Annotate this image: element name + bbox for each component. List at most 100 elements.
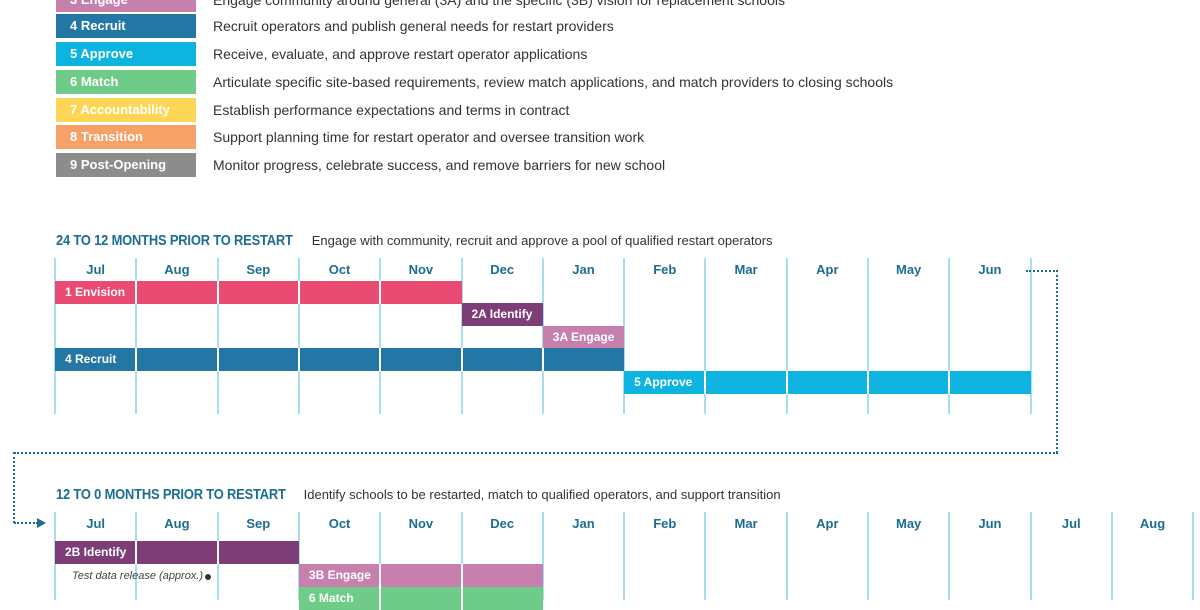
bar-4-recruit (55, 348, 625, 371)
grid-line (297, 512, 300, 600)
legend-description: Establish performance expectations and t… (213, 102, 570, 118)
bar-divider (379, 281, 382, 304)
grid-line (623, 512, 626, 600)
section-1-title: 24 TO 12 MONTHS PRIOR TO RESTART (56, 232, 293, 249)
grid-line (379, 512, 382, 600)
month-label: May (895, 262, 922, 277)
grid-line (948, 258, 951, 414)
legend-description: Support planning time for restart operat… (213, 129, 645, 145)
grid-line (460, 258, 463, 414)
bar-divider (379, 348, 382, 371)
grid-line (785, 258, 788, 414)
section-2-header: 12 TO 0 MONTHS PRIOR TO RESTART Identify… (56, 486, 781, 504)
month-label: Oct (328, 516, 351, 531)
legend-row-recruit: 4 Recruit Recruit operators and publish … (56, 14, 1156, 38)
month-label: May (895, 516, 922, 531)
bar-1-envision (55, 281, 462, 304)
month-label: Oct (328, 262, 351, 277)
month-label: Apr (816, 262, 839, 277)
marker-dot (205, 574, 211, 580)
bar-5-approve (624, 371, 1031, 394)
grid-line (541, 512, 544, 600)
grid-line (297, 258, 300, 414)
bar-label: 5 Approve (634, 375, 693, 389)
bar-3a-engage (542, 326, 625, 349)
legend-badge: 6 Match (56, 70, 196, 94)
legend-row-transition: 8 Transition Support planning time for r… (56, 125, 1156, 149)
legend-badge: 8 Transition (56, 125, 196, 149)
legend-row-engage: 3 Engage Engage community around general… (56, 0, 1156, 12)
legend-badge: 4 Recruit (56, 14, 196, 38)
grid-line (867, 258, 869, 414)
month-label: Jun (978, 262, 1002, 277)
month-label: Apr (816, 516, 839, 531)
bar-label: 2B Identify (65, 545, 127, 559)
bar-divider (948, 371, 951, 394)
grid-line (1110, 512, 1113, 600)
month-label: Jul (86, 516, 106, 531)
month-label: Feb (653, 516, 677, 531)
legend-row-post-opening: 9 Post-Opening Monitor progress, celebra… (56, 153, 1156, 177)
grid-line (948, 512, 951, 600)
month-label: Jan (572, 516, 595, 531)
grid-line (1029, 258, 1032, 414)
legend-badge: 3 Engage (56, 0, 196, 12)
bar-label: 1 Envision (65, 285, 126, 299)
legend-description: Articulate specific site-based requireme… (213, 74, 894, 90)
grid-line (1192, 512, 1195, 600)
grid-line (704, 512, 707, 600)
legend-badge: 9 Post-Opening (56, 153, 196, 177)
section-1-subtitle: Engage with community, recruit and appro… (311, 233, 773, 248)
month-label: Dec (490, 262, 515, 277)
connector-middle (14, 452, 1058, 454)
bar-2a-identify (461, 303, 543, 326)
bar-divider (297, 348, 300, 371)
bar-3b-engage (298, 564, 543, 587)
legend-row-match: 6 Match Articulate specific site-based r… (56, 70, 1156, 94)
bar-divider (216, 541, 219, 564)
connector-bottom (14, 522, 38, 524)
legend-row-accountability: 7 Accountability Establish performance e… (56, 98, 1156, 122)
month-label: Dec (490, 516, 515, 531)
legend-description: Receive, evaluate, and approve restart o… (213, 46, 588, 62)
bar-label: 2A Identify (471, 307, 533, 321)
month-label: Nov (408, 516, 434, 531)
bar-divider (867, 371, 869, 394)
connector-right (1056, 270, 1058, 453)
bar-divider (135, 281, 138, 304)
month-label: Jan (572, 262, 595, 277)
bar-divider (785, 371, 788, 394)
bar-divider (135, 541, 138, 564)
month-label: Aug (164, 262, 190, 277)
legend-row-approve: 5 Approve Receive, evaluate, and approve… (56, 42, 1156, 66)
bar-divider (541, 348, 544, 371)
bar-label: 4 Recruit (65, 352, 117, 366)
grid-line (623, 258, 626, 414)
bar-divider (297, 281, 300, 304)
grid-line (379, 258, 382, 414)
grid-line (867, 512, 869, 600)
connector-top (1026, 270, 1058, 272)
legend-description: Engage community around general (3A) and… (213, 0, 785, 8)
month-label: Mar (734, 262, 758, 277)
section-2-title: 12 TO 0 MONTHS PRIOR TO RESTART (56, 486, 286, 503)
bar-divider (135, 348, 138, 371)
bar-divider (704, 371, 707, 394)
legend-description: Monitor progress, celebrate success, and… (213, 157, 666, 173)
bar-label: 3B Engage (308, 568, 371, 582)
month-label: Jul (86, 262, 106, 277)
bar-divider (379, 587, 382, 610)
section-1-header: 24 TO 12 MONTHS PRIOR TO RESTART Engage … (56, 232, 773, 250)
bar-divider (460, 587, 463, 610)
grid-line (785, 512, 788, 600)
bar-divider (460, 348, 463, 371)
month-label: Nov (408, 262, 434, 277)
grid-line (704, 258, 707, 414)
month-label: Jun (978, 516, 1002, 531)
legend-badge: 5 Approve (56, 42, 196, 66)
month-label: Aug (1139, 516, 1166, 531)
bar-divider (216, 281, 219, 304)
month-label: Mar (734, 516, 758, 531)
bar-label: 3A Engage (552, 330, 615, 344)
legend-description: Recruit operators and publish general ne… (213, 18, 614, 34)
